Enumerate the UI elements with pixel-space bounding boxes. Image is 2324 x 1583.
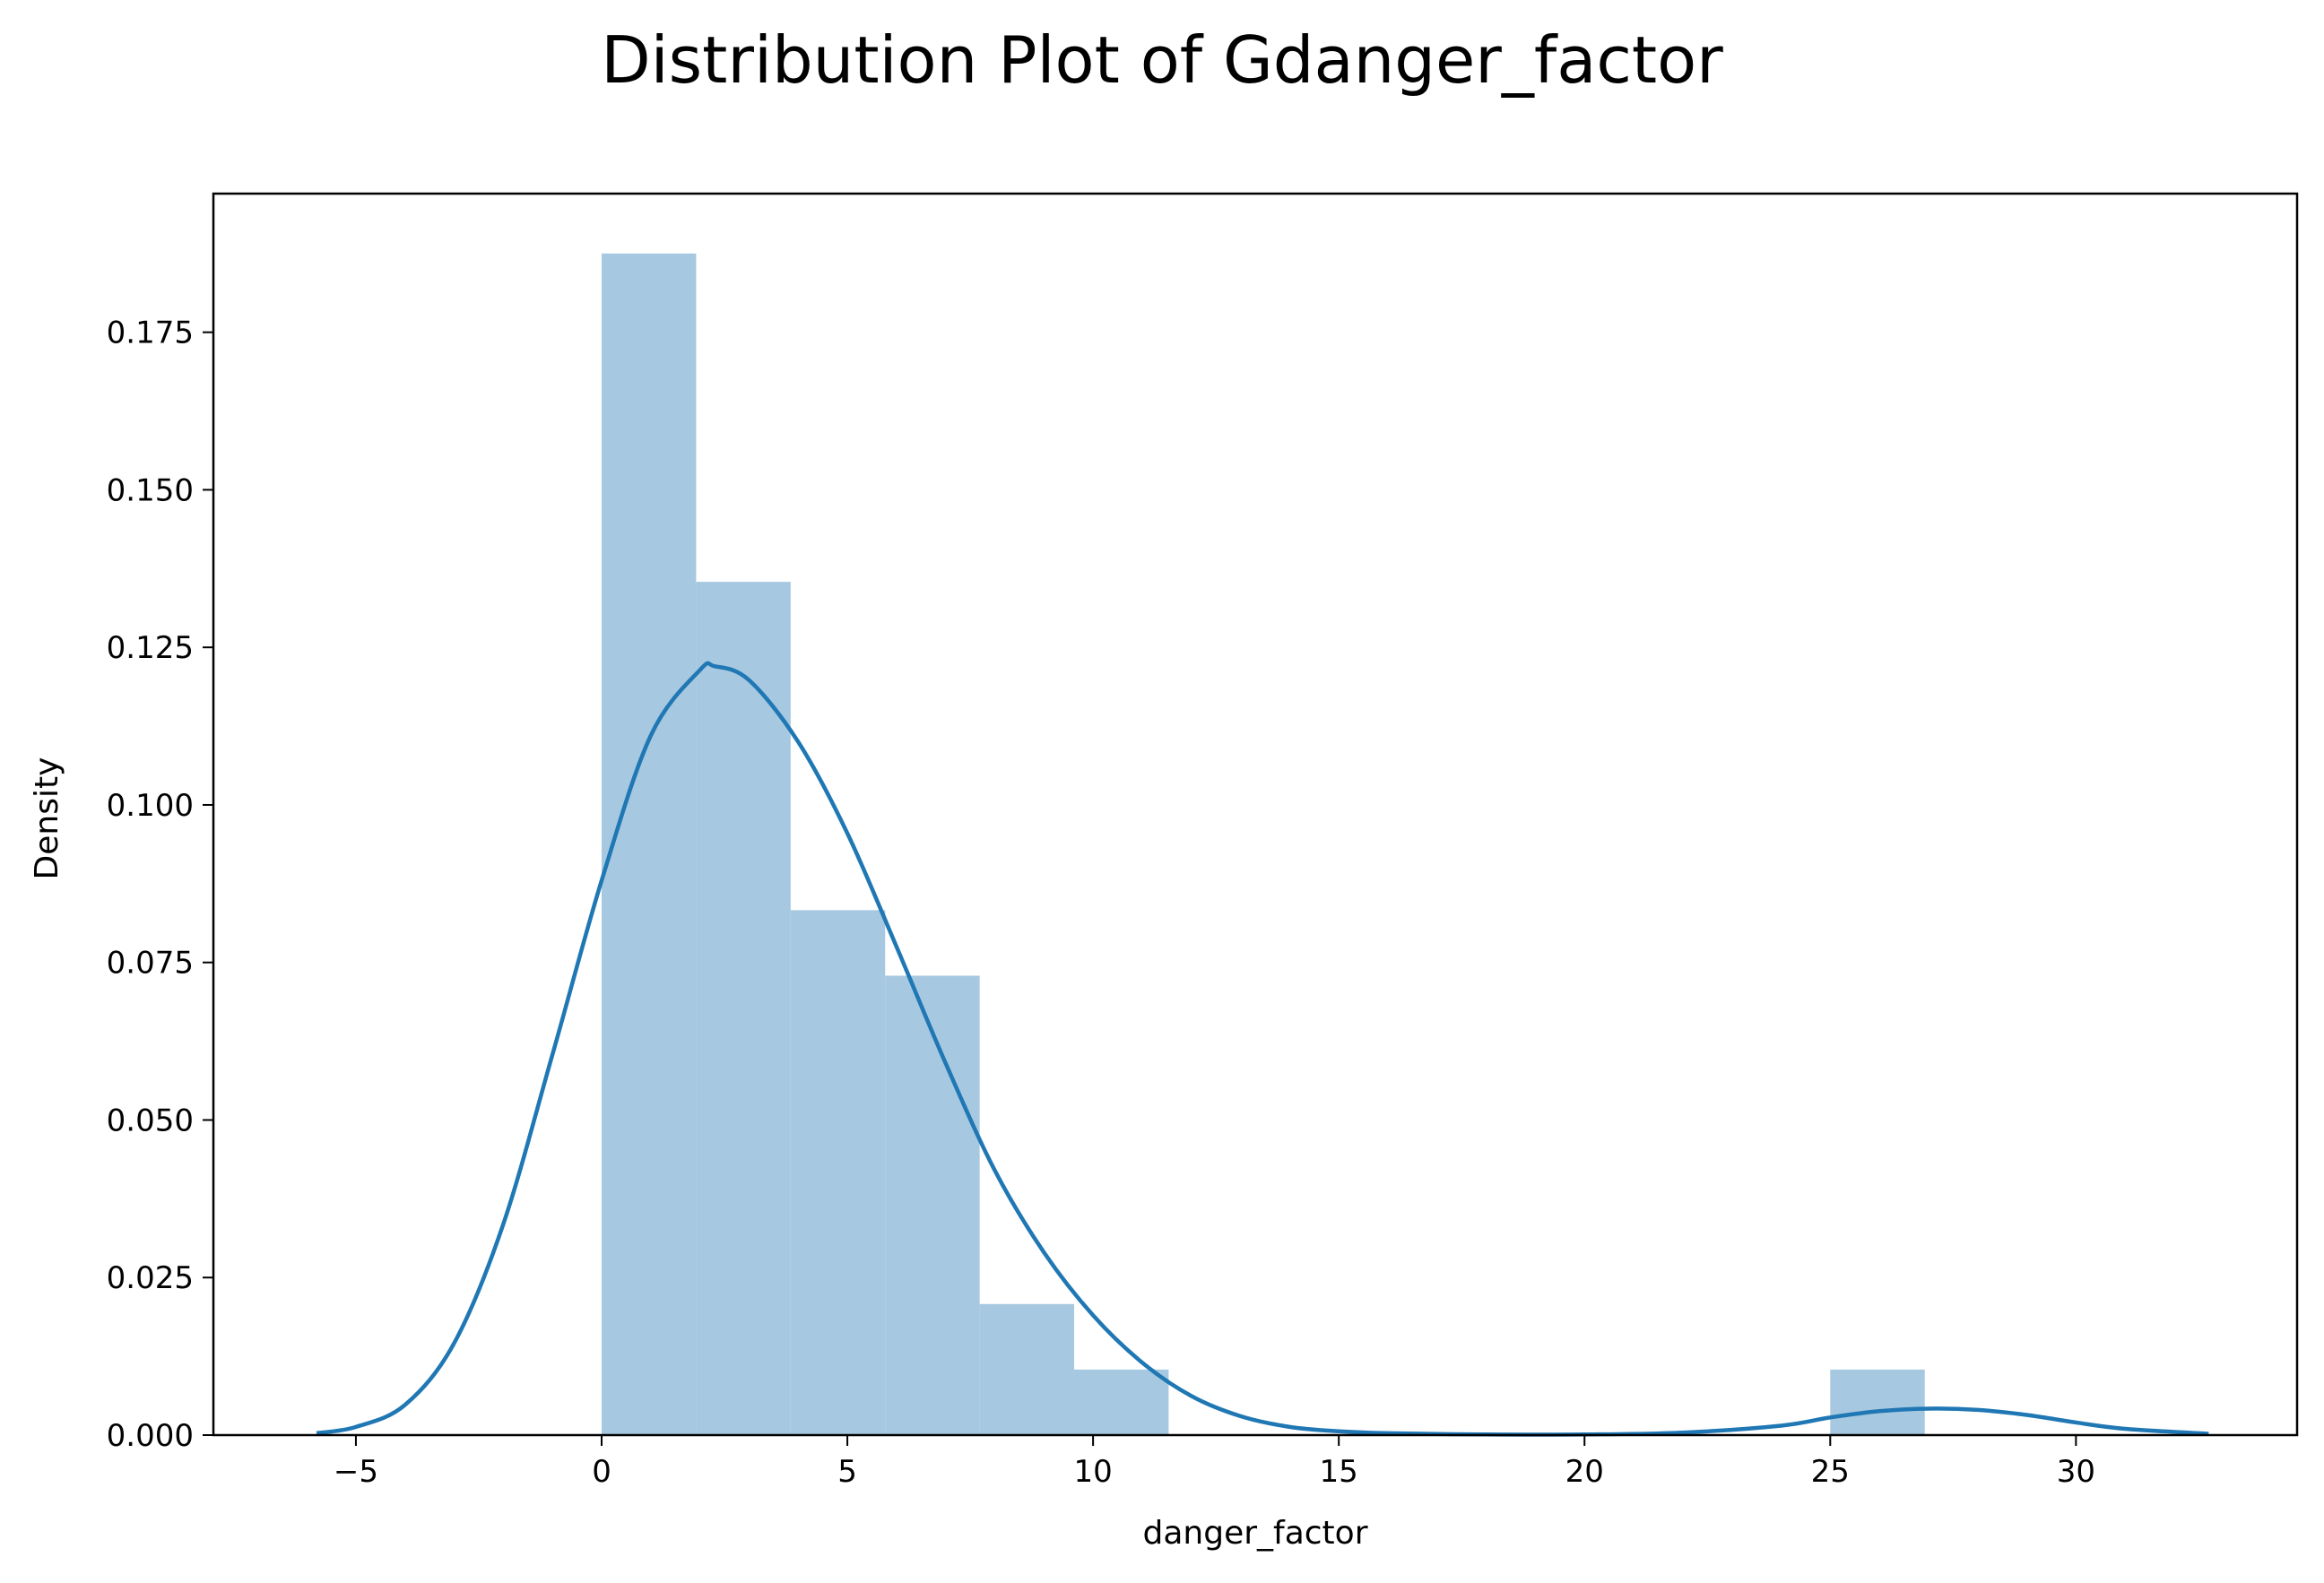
histogram-bar (979, 1303, 1075, 1435)
y-tick-label: 0.150 (107, 472, 194, 508)
y-axis-ticks: 0.000 0.025 0.050 0.075 0.100 0.125 0.150 0.175 (107, 316, 213, 1454)
histogram-bar (885, 975, 980, 1435)
x-tick-label: −5 (334, 1454, 378, 1490)
histogram-bar (1074, 1369, 1169, 1435)
y-tick-label: 0.125 (107, 630, 194, 666)
x-tick-label: 20 (1565, 1454, 1604, 1490)
y-tick-label: 0.050 (107, 1103, 194, 1138)
y-tick-label: 0.000 (107, 1418, 194, 1454)
x-tick-label: 5 (837, 1454, 857, 1490)
y-tick-label: 0.175 (107, 316, 194, 351)
histogram-bar (1830, 1369, 1925, 1435)
chart-title: Distribution Plot of Gdanger_factor (601, 22, 1723, 98)
plot-area-frame (212, 192, 2299, 1437)
kde-curve-group (316, 661, 2209, 1437)
histogram-bars (602, 253, 1925, 1436)
kde-line (316, 661, 2209, 1437)
histogram-bar (602, 253, 697, 1436)
x-axis-label: danger_factor (1143, 1515, 1368, 1552)
y-tick-label: 0.100 (107, 788, 194, 824)
y-tick-label: 0.025 (107, 1260, 194, 1296)
x-tick-label: 10 (1073, 1454, 1112, 1490)
x-tick-label: 15 (1320, 1454, 1358, 1490)
x-tick-label: 30 (2057, 1454, 2095, 1490)
x-tick-label: 0 (592, 1454, 611, 1490)
histogram-bar (790, 910, 886, 1435)
x-axis-ticks: −5 0 5 10 15 20 25 30 (334, 1435, 2095, 1490)
x-tick-label: 25 (1811, 1454, 1850, 1490)
y-axis-label: Density (29, 757, 65, 880)
histogram-bar (696, 582, 791, 1435)
y-tick-label: 0.075 (107, 946, 194, 982)
